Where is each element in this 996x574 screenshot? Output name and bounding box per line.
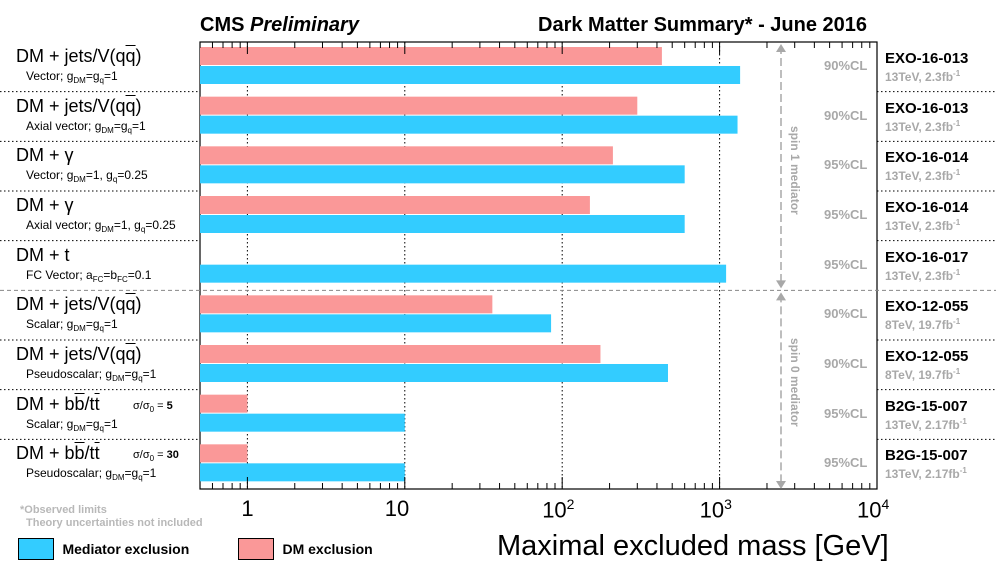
dm-bar-8 (200, 444, 248, 463)
row-analysis-4: EXO-16-017 (885, 248, 969, 266)
row-analysis-6: EXO-12-055 (885, 348, 969, 365)
row-title-4: DM + t (16, 244, 70, 265)
row-subtitle-5: Scalar; gDM=gq=1 (26, 317, 118, 334)
row-dataset-2: 13TeV, 2.3fb-1 (885, 168, 961, 184)
dm-bar-7 (200, 394, 248, 413)
header-cms-label: CMS (200, 14, 245, 36)
legend-dm-label: DM exclusion (282, 541, 373, 557)
row-title-3: DM + γ (16, 195, 74, 215)
mediator-bar-0 (200, 66, 741, 84)
row-cl-3: 95%CL (824, 207, 868, 222)
row-analysis-2: EXO-16-014 (885, 149, 969, 167)
row-cl-4: 95%CL (824, 256, 868, 272)
row-title-7: DM + bb/tt (16, 393, 100, 414)
row-analysis-0: EXO-16-013 (885, 50, 969, 67)
row-subtitle-1: Axial vector; gDM=gq=1 (26, 118, 146, 135)
header-cms: CMS Preliminary (200, 14, 359, 37)
dm-bar-0 (200, 47, 662, 65)
row-subtitle-2: Vector; gDM=1, gq=0.25 (26, 168, 148, 185)
row-cl-0: 90%CL (824, 58, 868, 73)
row-analysis-7: B2G-15-007 (885, 397, 968, 415)
row-title-6: DM + jets/V(qq) (16, 344, 142, 364)
footnote-line1: *Observed limits (20, 504, 107, 516)
row-dataset-8: 13TeV, 2.17fb-1 (885, 466, 967, 482)
mediator-bar-6 (200, 364, 668, 382)
x-tick-label-3: 103 (699, 496, 732, 523)
x-tick-label-1: 10 (384, 496, 410, 521)
row-subtitle-0: Vector; gDM=gq=1 (26, 69, 118, 85)
row-dataset-7: 13TeV, 2.17fb-1 (885, 416, 967, 432)
mediator-bar-1 (200, 115, 738, 134)
x-tick-label-0: 1 (241, 496, 254, 521)
dm-bar-6 (200, 345, 601, 363)
row-analysis-3: EXO-16-014 (885, 199, 969, 216)
mediator-bar-3 (200, 215, 685, 233)
row-title-0: DM + jets/V(qq) (16, 46, 142, 66)
row-subtitle-6: Pseudoscalar; gDM=gq=1 (26, 367, 157, 383)
x-tick-label-4: 104 (857, 496, 890, 523)
dm-bar-5 (200, 295, 493, 314)
x-tick-label-2: 102 (542, 496, 575, 523)
spin0-arrow-bottom (776, 481, 786, 489)
dm-bar-2 (200, 146, 613, 165)
row-ratio-7: σ/σ0 = 5 (133, 399, 173, 414)
row-subtitle-4: FC Vector; aFC=bFC=0.1 (26, 267, 152, 284)
spin1-arrow-bottom (776, 280, 786, 289)
spin0-label: spin 0 mediator (788, 338, 802, 427)
row-analysis-8: B2G-15-007 (885, 447, 968, 465)
row-cl-1: 90%CL (824, 107, 868, 123)
row-dataset-4: 13TeV, 2.3fb-1 (885, 267, 961, 283)
chart-title: Dark Matter Summary* - June 2016 (538, 14, 868, 36)
footnote-line2: Theory uncertainties not included (26, 517, 203, 529)
row-title-8: DM + bb/tt (16, 443, 100, 464)
legend-dm-swatch (238, 538, 274, 560)
row-dataset-5: 8TeV, 19.7fb-1 (885, 317, 961, 333)
row-subtitle-7: Scalar; gDM=gq=1 (26, 416, 118, 433)
row-title-1: DM + jets/V(qq) (16, 95, 142, 116)
legend-dm: DM exclusion (238, 538, 373, 560)
x-axis-title: Maximal excluded mass [GeV] (497, 530, 889, 562)
row-title-2: DM + γ (16, 145, 74, 166)
row-analysis-5: EXO-12-055 (885, 298, 969, 316)
row-cl-6: 90%CL (824, 356, 868, 371)
mediator-bar-2 (200, 165, 685, 184)
row-title-5: DM + jets/V(qq) (16, 294, 142, 315)
spin1-arrow-top (776, 44, 786, 52)
row-cl-5: 90%CL (824, 306, 868, 322)
mediator-bar-7 (200, 413, 405, 432)
mediator-bar-5 (200, 314, 552, 333)
row-subtitle-8: Pseudoscalar; gDM=gq=1 (26, 466, 157, 483)
row-dataset-0: 13TeV, 2.3fb-1 (885, 69, 961, 84)
legend-mediator-label: Mediator exclusion (62, 541, 190, 557)
row-dataset-6: 8TeV, 19.7fb-1 (885, 367, 961, 382)
header-preliminary: Preliminary (250, 14, 359, 36)
spin0-arrow-top (776, 292, 786, 301)
row-dataset-3: 13TeV, 2.3fb-1 (885, 218, 961, 233)
spin1-label: spin 1 mediator (788, 126, 802, 215)
mediator-bar-4 (200, 264, 727, 283)
row-cl-2: 95%CL (824, 157, 868, 173)
dm-bar-3 (200, 196, 590, 214)
row-dataset-1: 13TeV, 2.3fb-1 (885, 118, 961, 134)
row-ratio-8: σ/σ0 = 30 (133, 449, 179, 464)
row-cl-7: 95%CL (824, 405, 868, 421)
dm-bar-1 (200, 96, 638, 115)
row-subtitle-3: Axial vector; gDM=1, gq=0.25 (26, 218, 176, 234)
legend-mediator-swatch (18, 538, 54, 560)
mediator-bar-8 (200, 463, 405, 482)
legend-mediator: Mediator exclusion (18, 538, 189, 560)
row-analysis-1: EXO-16-013 (885, 99, 969, 117)
footnote: *Observed limits Theory uncertainties no… (20, 504, 203, 530)
row-cl-8: 95%CL (824, 455, 868, 471)
